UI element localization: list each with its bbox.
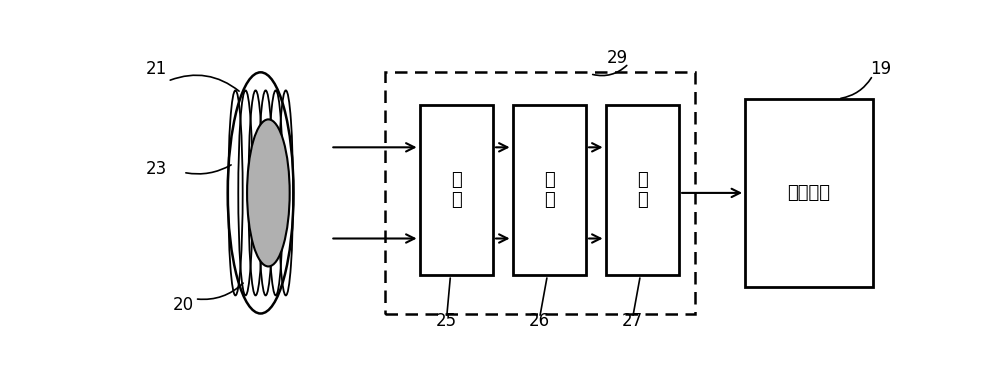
Bar (606, 105, 679, 275)
Text: 20: 20 (173, 296, 194, 314)
Text: 29: 29 (607, 49, 628, 66)
Text: 26: 26 (529, 312, 550, 330)
Text: 整
流: 整 流 (544, 171, 555, 209)
Bar (385, 72, 695, 314)
Text: 27: 27 (622, 312, 643, 330)
Bar (420, 105, 493, 275)
Text: 微处理器: 微处理器 (787, 184, 830, 202)
Bar (745, 99, 873, 287)
Text: 滤
波: 滤 波 (637, 171, 648, 209)
Text: 分
压: 分 压 (451, 171, 462, 209)
Text: 25: 25 (436, 312, 457, 330)
Ellipse shape (247, 119, 290, 267)
Text: 21: 21 (145, 60, 167, 78)
Text: 19: 19 (870, 60, 891, 78)
Bar (512, 105, 586, 275)
Text: 23: 23 (145, 160, 167, 178)
